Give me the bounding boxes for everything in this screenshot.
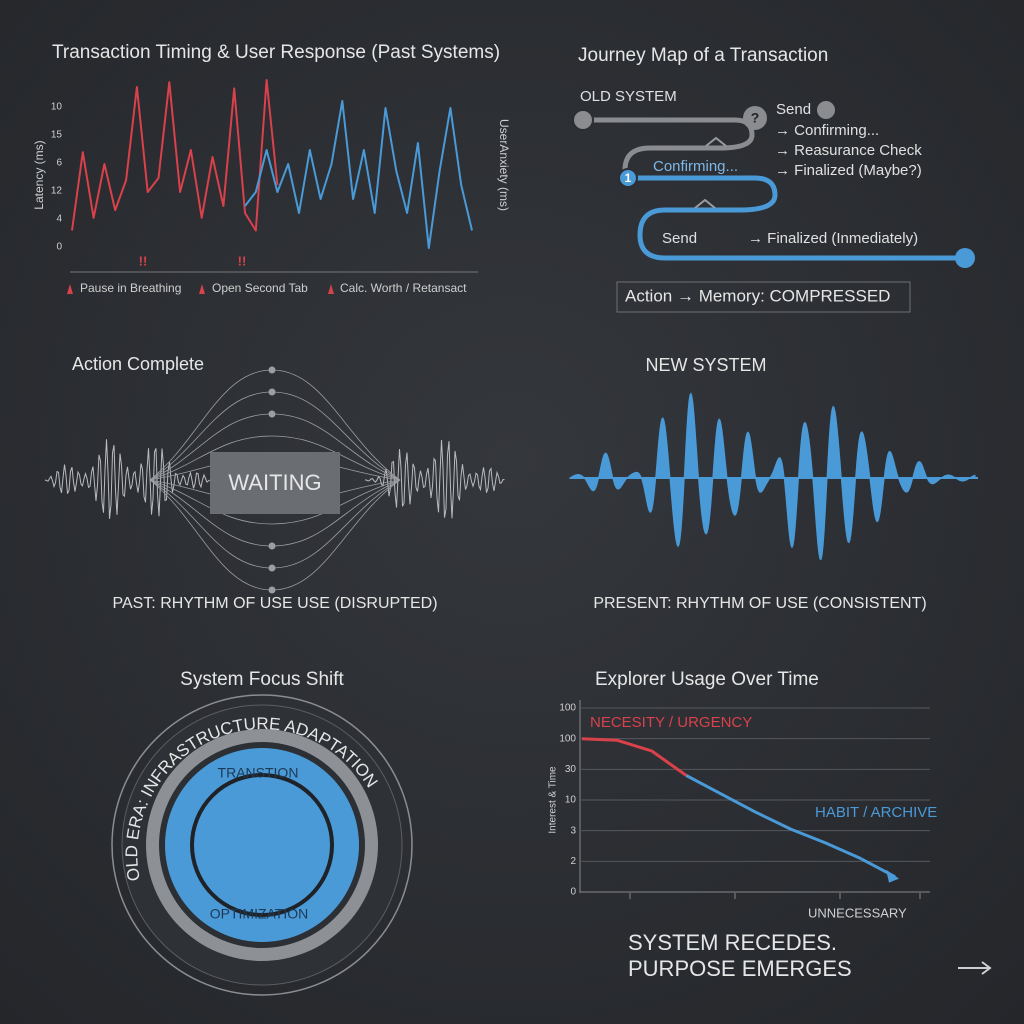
y-tick-label: 100 xyxy=(559,733,576,744)
y-tick-label: 30 xyxy=(565,764,577,775)
wave-line xyxy=(44,439,211,519)
legend-marker xyxy=(199,284,205,294)
y-tick-label: 10 xyxy=(565,795,577,806)
wave-line xyxy=(365,439,505,519)
annotation: HABIT / ARCHIVE xyxy=(815,804,937,821)
legend: Pause in Breathing Open Second Tab Calc.… xyxy=(67,281,467,295)
past-caption: PAST: RHYTHM OF USE USE (DISRUPTED) xyxy=(112,595,437,612)
upper-label: TRANSTION xyxy=(218,765,299,781)
series-line xyxy=(244,100,473,249)
focus-title: System Focus Shift xyxy=(180,669,344,690)
arrow-head xyxy=(886,869,899,883)
legend-label: Open Second Tab xyxy=(212,281,308,295)
y-tick-label: 2 xyxy=(570,856,576,867)
y-tick-label: 0 xyxy=(570,887,576,898)
present-caption: PRESENT: RHYTHM OF USE (CONSISTENT) xyxy=(593,595,926,612)
legend-label: Pause in Breathing xyxy=(80,281,181,295)
chart-title: Transaction Timing & User Response (Past… xyxy=(52,42,500,63)
y-tick-label: 4 xyxy=(56,214,62,225)
past-title: Action Complete xyxy=(72,354,204,374)
node xyxy=(955,248,975,268)
present-title: NEW SYSTEM xyxy=(645,355,766,375)
legend-marker xyxy=(328,284,334,294)
step: Confirming... xyxy=(653,158,738,175)
lens-dot xyxy=(268,410,276,418)
y-tick-label: 10 xyxy=(51,102,63,113)
present-wave xyxy=(568,392,978,561)
y-tick-label: 6 xyxy=(56,158,62,169)
annotation: NECESITY / URGENCY xyxy=(590,714,752,731)
lens-dot xyxy=(268,542,276,550)
chevron xyxy=(694,198,716,209)
node xyxy=(618,168,638,188)
wave-fill xyxy=(568,392,976,561)
footer-line: SYSTEM RECEDES. xyxy=(628,930,837,955)
series-line xyxy=(685,774,896,879)
chart-title: Explorer Usage Over Time xyxy=(595,669,819,690)
annotation: !! xyxy=(238,253,247,268)
step: Send xyxy=(776,101,811,118)
step: → Finalized (Inmediately) xyxy=(748,230,918,247)
node xyxy=(572,109,594,131)
lower-label: OPTIMIZATION xyxy=(210,906,309,922)
node-label: ? xyxy=(751,110,760,126)
waiting-label: WAITING xyxy=(228,470,321,495)
footer-line: PURPOSE EMERGES xyxy=(628,956,852,981)
lens-dot xyxy=(268,388,276,396)
summary: Action → Memory: COMPRESSED xyxy=(625,286,890,305)
node-label: 1 xyxy=(625,171,632,185)
arrow-icon xyxy=(958,961,992,975)
chevron xyxy=(705,136,727,147)
step: → Confirming... xyxy=(775,122,879,139)
icon xyxy=(817,101,835,119)
new-path xyxy=(628,175,965,261)
node xyxy=(743,106,767,130)
annotation: UNNECESSARY xyxy=(808,905,907,920)
outer-ring xyxy=(111,694,413,996)
legend-marker xyxy=(67,284,73,294)
lens-curve xyxy=(149,435,401,481)
series-line xyxy=(581,737,688,777)
lens-dot xyxy=(268,586,276,594)
waiting-box xyxy=(210,452,340,514)
y-tick-label: 12 xyxy=(51,186,63,197)
summary-box xyxy=(616,281,911,313)
step: → Reasurance Check xyxy=(775,142,922,159)
journey-title: Journey Map of a Transaction xyxy=(578,45,828,66)
y-axis-label: Latency (ms) xyxy=(32,140,46,209)
step: Send xyxy=(662,230,697,247)
past-wave xyxy=(44,366,505,594)
inner-ring xyxy=(190,773,334,917)
lens-curve xyxy=(149,479,401,525)
step: → Finalized (Maybe?) xyxy=(775,162,922,179)
y-tick-label: 15 xyxy=(51,130,63,141)
y-tick-label: 100 xyxy=(559,703,576,714)
legend-label: Calc. Worth / Retansact xyxy=(340,281,467,295)
lens-dot xyxy=(268,366,276,374)
annotation: !! xyxy=(139,253,148,268)
lens-dot xyxy=(268,564,276,572)
y-tick-label: 0 xyxy=(56,242,62,253)
old-system-label: OLD SYSTEM xyxy=(580,88,677,105)
y-axis-label: Interest & Time xyxy=(548,766,559,834)
series-line xyxy=(71,79,279,232)
y-tick-label: 3 xyxy=(570,825,576,836)
y2-axis-label: UserAnxiety (ms) xyxy=(497,119,511,211)
